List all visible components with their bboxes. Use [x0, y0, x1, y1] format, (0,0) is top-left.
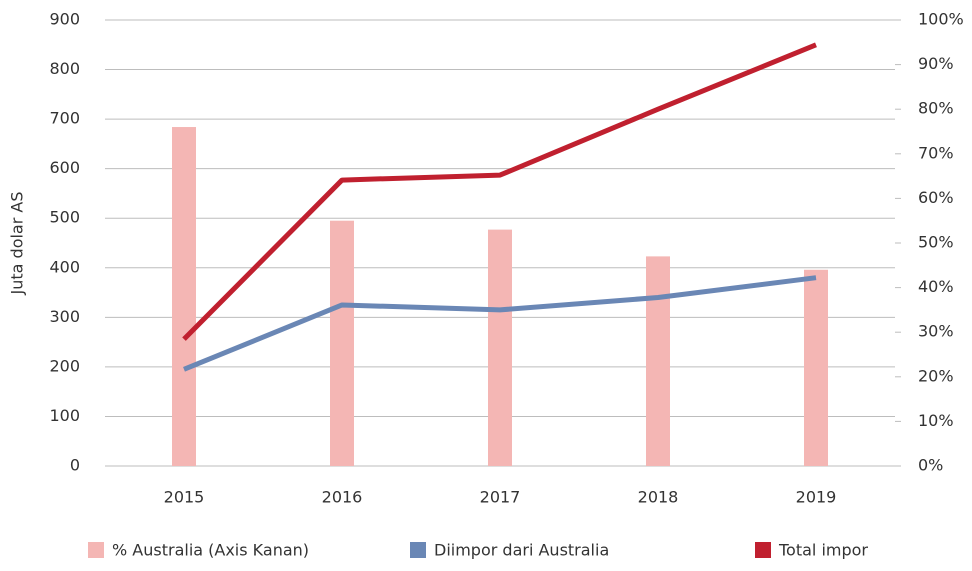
x-tick-label: 2016 [322, 488, 363, 507]
y2-tick-label: 90% [918, 54, 954, 73]
y2-tick-label: 20% [918, 366, 954, 385]
legend-label: Total impor [778, 541, 868, 560]
legend-label: Diimpor dari Australia [434, 541, 609, 560]
y2-tick-label: 80% [918, 99, 954, 118]
legend-swatch [88, 542, 104, 558]
x-tick-label: 2015 [164, 488, 205, 507]
legend-swatch [410, 542, 426, 558]
y-tick-label: 500 [49, 208, 80, 227]
y-tick-label: 200 [49, 356, 80, 375]
bar [172, 127, 196, 466]
y2-tick-label: 60% [918, 188, 954, 207]
bar [804, 269, 828, 466]
y2-tick-label: 40% [918, 277, 954, 296]
x-tick-label: 2019 [796, 488, 837, 507]
y-tick-label: 700 [49, 109, 80, 128]
y-tick-label: 900 [49, 10, 80, 29]
bar [488, 229, 512, 466]
y-tick-label: 800 [49, 59, 80, 78]
y-tick-label: 600 [49, 158, 80, 177]
y-axis-label: Juta dolar AS [8, 192, 27, 296]
legend-swatch [755, 542, 771, 558]
y2-tick-label: 100% [918, 10, 964, 29]
y2-tick-label: 50% [918, 233, 954, 252]
y2-tick-label: 0% [918, 456, 943, 475]
y-tick-label: 100 [49, 406, 80, 425]
y-tick-label: 300 [49, 307, 80, 326]
y-tick-label: 0 [70, 456, 80, 475]
line [182, 42, 817, 341]
line [183, 275, 817, 372]
bar [330, 220, 354, 466]
x-tick-label: 2018 [638, 488, 679, 507]
y-tick-label: 400 [49, 257, 80, 276]
y2-tick-label: 70% [918, 143, 954, 162]
bar [646, 256, 670, 466]
legend-label: % Australia (Axis Kanan) [112, 541, 309, 560]
y2-tick-label: 10% [918, 411, 954, 430]
y2-tick-label: 30% [918, 322, 954, 341]
x-tick-label: 2017 [480, 488, 521, 507]
